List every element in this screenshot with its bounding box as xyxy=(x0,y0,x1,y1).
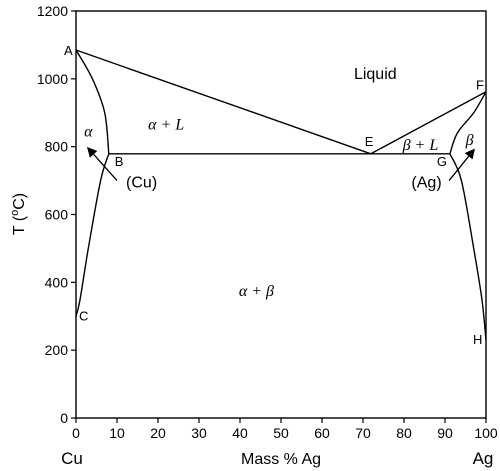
x-tick-label: 40 xyxy=(232,425,248,441)
boundary-curve-0 xyxy=(75,49,372,155)
x-tick-label: 80 xyxy=(396,425,412,441)
x-tick-label: 70 xyxy=(355,425,371,441)
point-label-c: C xyxy=(79,308,88,323)
phase-boundaries xyxy=(75,49,487,341)
boundary-curve-6 xyxy=(449,153,487,341)
y-axis-title-unit: C) xyxy=(11,193,28,210)
x-tick-label: 10 xyxy=(109,425,125,441)
x-axis-title: Mass % Ag xyxy=(241,451,321,468)
x-tick-label: 50 xyxy=(273,425,289,441)
y-tick-label: 1000 xyxy=(37,71,68,87)
phase-label-4: β xyxy=(465,132,474,149)
phase-label-3: β + L xyxy=(402,137,439,154)
axis-ticks: 0 10 20 30 40 50 60 70 80 90 100020040060080010001… xyxy=(37,3,498,441)
point-label-f: F xyxy=(476,78,484,93)
phase-label-2: α xyxy=(84,123,93,140)
y-tick-label: 200 xyxy=(45,342,69,358)
y-tick-label: 400 xyxy=(45,274,69,290)
x-tick-label: 20 xyxy=(150,425,166,441)
y-axis-title-sup: o xyxy=(9,210,21,216)
left-end-label: Cu xyxy=(61,449,83,468)
y-axis-title-main: T ( xyxy=(11,215,28,235)
annotation-label-0: (Cu) xyxy=(126,174,157,191)
phase-label-1: α + L xyxy=(148,117,184,134)
x-tick-label: 90 xyxy=(437,425,453,441)
annotation-label-1: (Ag) xyxy=(411,174,441,191)
boundary-curve-5 xyxy=(449,91,487,155)
phase-label-5: α + β xyxy=(239,283,274,300)
x-tick-label: 100 xyxy=(474,425,498,441)
point-label-a: A xyxy=(64,43,73,58)
y-tick-label: 1200 xyxy=(37,3,68,19)
phase-region-labels: Liquid α + L α β + L β α + β xyxy=(84,66,474,300)
x-tick-label: 30 xyxy=(191,425,207,441)
boundary-curve-1 xyxy=(370,91,487,155)
point-label-g: G xyxy=(437,154,447,169)
annotation-arrow-1 xyxy=(448,148,475,181)
right-end-label: Ag xyxy=(473,449,494,468)
y-axis-title: T (oC) xyxy=(9,193,28,235)
point-labels: A B C E F G H xyxy=(64,43,484,347)
x-tick-label: 0 xyxy=(72,425,80,441)
y-tick-label: 600 xyxy=(45,207,69,223)
phase-label-0: Liquid xyxy=(354,66,397,83)
point-label-e: E xyxy=(365,134,374,149)
solid-solution-annotations: (Cu) (Ag) xyxy=(86,146,475,191)
boundary-curve-4 xyxy=(75,153,110,317)
boundary-curve-3 xyxy=(75,49,110,154)
x-tick-label: 60 xyxy=(314,425,330,441)
point-label-h: H xyxy=(473,332,482,347)
point-label-b: B xyxy=(115,154,124,169)
y-tick-label: 0 xyxy=(60,410,68,426)
annotation-arrow-0 xyxy=(86,146,118,182)
y-tick-label: 800 xyxy=(45,139,69,155)
